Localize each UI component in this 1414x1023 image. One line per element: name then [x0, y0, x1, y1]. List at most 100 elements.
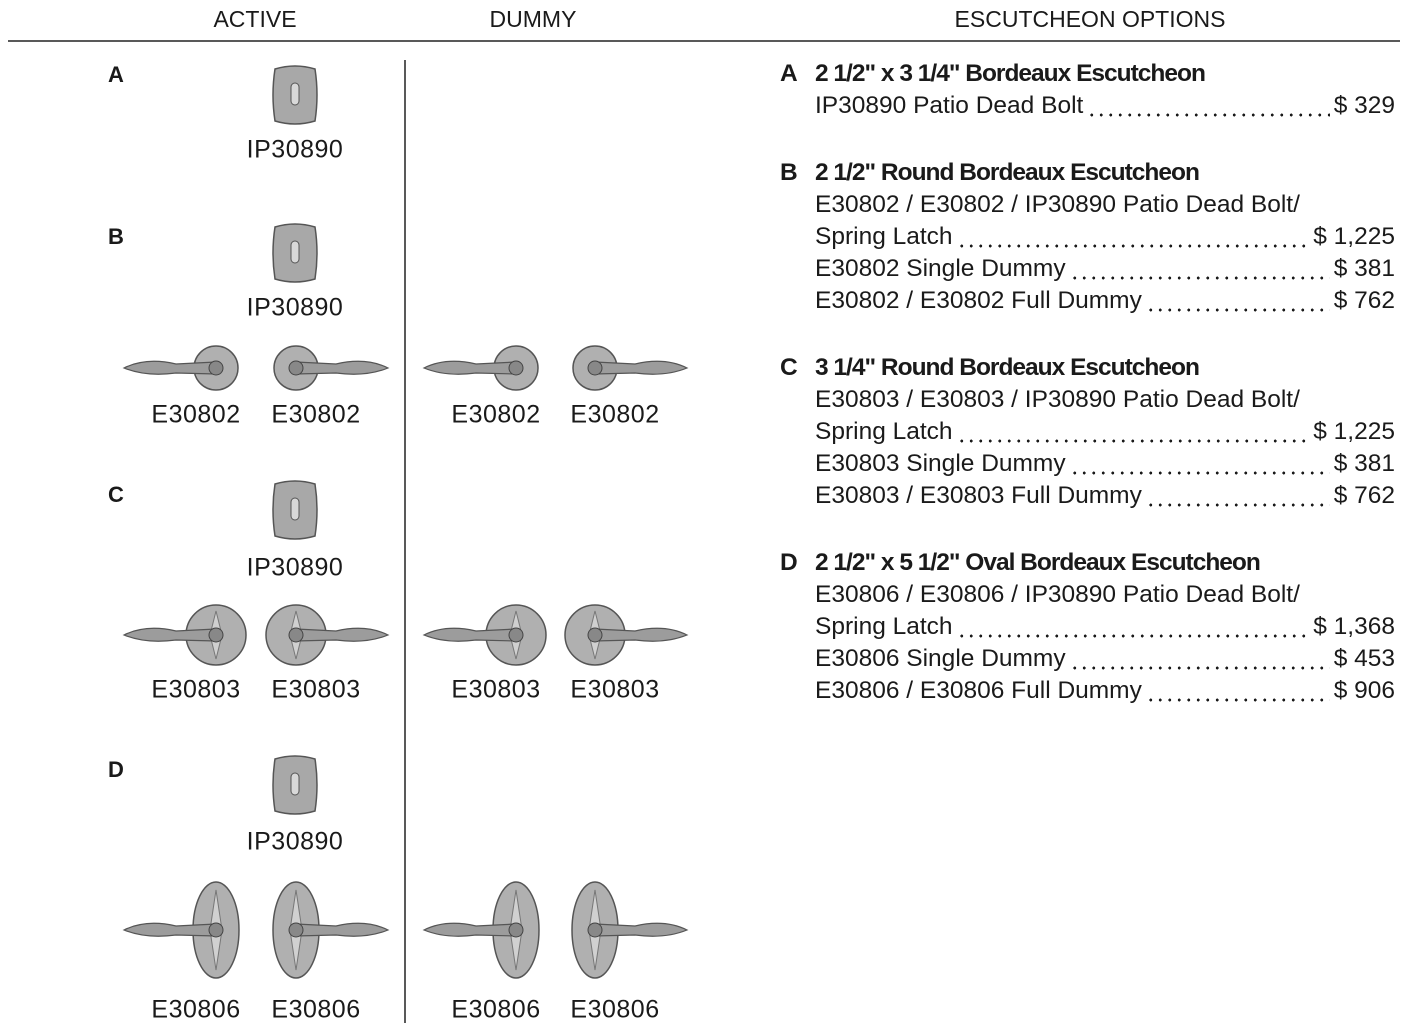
dot-leader [1145, 285, 1330, 317]
lever [122, 360, 217, 375]
dummy-lever-label: E30802 [451, 400, 541, 429]
dot-leader [956, 416, 1310, 448]
dot-leader [1087, 90, 1330, 122]
option-letter: B [780, 159, 798, 186]
active-lever-label: E30803 [151, 675, 241, 704]
dot-leader [1069, 643, 1330, 675]
lever [594, 922, 689, 937]
item: Spring Latch $ 1,225 [815, 416, 1395, 448]
lever [122, 627, 217, 642]
item: E30802 Single Dummy $ 381 [815, 253, 1395, 285]
section-letter: B [108, 224, 124, 249]
section-letter: A [108, 62, 124, 87]
item-price: $ 1,225 [1313, 418, 1395, 445]
deadbolt-label: IP30890 [246, 553, 344, 582]
item-price: $ 1,225 [1313, 223, 1395, 250]
lever [422, 360, 517, 375]
item-text: Spring Latch [815, 223, 953, 250]
lever [122, 922, 217, 937]
item-text: E30806 / E30806 Full Dummy [815, 677, 1142, 704]
active-lever-label: E30802 [271, 400, 361, 429]
lever [594, 360, 689, 375]
dot-leader [956, 221, 1310, 253]
dummy-lever-label: E30802 [570, 400, 660, 429]
item-line: E30806 Single Dummy $ 453 [780, 643, 1400, 675]
option-letter: C [780, 354, 798, 381]
item-line: E30802 / E30802 / IP30890 Patio Dead Bol… [780, 189, 1400, 221]
item-price: $ 381 [1333, 450, 1395, 477]
options-list: A 2 1/2" x 3 1/4" Bordeaux Escutcheon IP30… [780, 58, 1400, 742]
item: E30806 / E30806 Full Dummy $ 906 [815, 675, 1395, 707]
option-title: 3 1/4" Round Bordeaux Escutcheon [815, 354, 1200, 381]
item: E30803 / E30803 / IP30890 Patio Dead Bol… [815, 384, 1395, 416]
option-heading: B 2 1/2" Round Bordeaux Escutcheon [780, 157, 1400, 189]
indent [780, 221, 815, 253]
item-price: $ 381 [1333, 255, 1395, 282]
option-heading: C 3 1/4" Round Bordeaux Escutcheon [780, 352, 1400, 384]
item-price: $ 762 [1333, 287, 1395, 314]
dot-leader [1069, 448, 1330, 480]
item-line: Spring Latch $ 1,368 [780, 611, 1400, 643]
indent [780, 611, 815, 643]
indent [780, 253, 815, 285]
dummy-header: DUMMY [489, 6, 577, 32]
item-price: $ 1,368 [1313, 613, 1395, 640]
lever-hub [508, 922, 524, 938]
deadbolt-label: IP30890 [246, 135, 344, 164]
lever-hub [288, 627, 304, 643]
lever [594, 627, 689, 642]
indent [780, 448, 815, 480]
item-line: E30806 / E30806 Full Dummy $ 906 [780, 675, 1400, 707]
option-block: C 3 1/4" Round Bordeaux Escutcheon E30803 … [780, 352, 1400, 512]
lever-hub [208, 627, 224, 643]
item-line: E30803 Single Dummy $ 381 [780, 448, 1400, 480]
thumb-turn [290, 240, 300, 264]
thumb-turn [290, 497, 300, 521]
lever [422, 922, 517, 937]
item-line: E30803 / E30803 Full Dummy $ 762 [780, 480, 1400, 512]
indent [780, 643, 815, 675]
options-header: ESCUTCHEON OPTIONS [954, 6, 1226, 32]
item: E30806 / E30806 / IP30890 Patio Dead Bol… [815, 579, 1395, 611]
option-letter: A [780, 60, 798, 87]
lever [295, 627, 390, 642]
lever-hub [208, 360, 224, 376]
item-text: IP30890 Patio Dead Bolt [815, 92, 1084, 119]
item-text: E30802 / E30802 / IP30890 Patio Dead Bol… [815, 191, 1300, 218]
option-title: 2 1/2" x 3 1/4" Bordeaux Escutcheon [815, 60, 1206, 87]
lever [295, 360, 390, 375]
lever-hub [208, 922, 224, 938]
item: E30802 / E30802 / IP30890 Patio Dead Bol… [815, 189, 1395, 221]
item: E30803 Single Dummy $ 381 [815, 448, 1395, 480]
item-price: $ 453 [1333, 645, 1395, 672]
deadbolt-label: IP30890 [246, 827, 344, 856]
active-lever-label: E30802 [151, 400, 241, 429]
lever-hub [288, 360, 304, 376]
option-block: B 2 1/2" Round Bordeaux Escutcheon E30802 … [780, 157, 1400, 317]
active-lever-label: E30803 [271, 675, 361, 704]
item: E30803 / E30803 Full Dummy $ 762 [815, 480, 1395, 512]
dummy-lever-label: E30806 [570, 995, 660, 1023]
dummy-lever-label: E30806 [451, 995, 541, 1023]
dummy-lever-label: E30803 [451, 675, 541, 704]
item-price: $ 906 [1333, 677, 1395, 704]
lever-hub [587, 922, 603, 938]
item-line: E30803 / E30803 / IP30890 Patio Dead Bol… [780, 384, 1400, 416]
item-line: E30806 / E30806 / IP30890 Patio Dead Bol… [780, 579, 1400, 611]
lever [422, 627, 517, 642]
item-text: E30803 Single Dummy [815, 450, 1066, 477]
lever [295, 922, 390, 937]
item: IP30890 Patio Dead Bolt $ 329 [815, 90, 1395, 122]
thumb-turn [290, 772, 300, 796]
item-price: $ 762 [1333, 482, 1395, 509]
option-heading: D 2 1/2" x 5 1/2" Oval Bordeaux Escutcheo… [780, 547, 1400, 579]
dot-leader [956, 611, 1310, 643]
lever-hub [587, 627, 603, 643]
indent [780, 285, 815, 317]
item-line: Spring Latch $ 1,225 [780, 416, 1400, 448]
option-block: D 2 1/2" x 5 1/2" Oval Bordeaux Escutcheo… [780, 547, 1400, 707]
item-text: E30802 Single Dummy [815, 255, 1066, 282]
option-block: A 2 1/2" x 3 1/4" Bordeaux Escutcheon IP30… [780, 58, 1400, 122]
